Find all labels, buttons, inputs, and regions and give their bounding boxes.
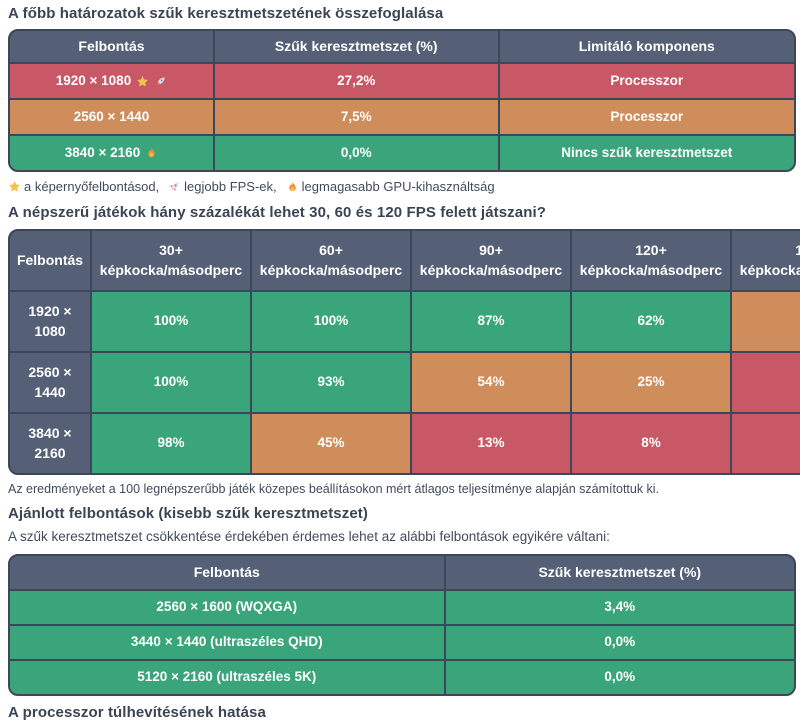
legend-item: legmagasabb GPU-kihasználtság bbox=[286, 179, 495, 194]
fps-corner-header: Felbontás bbox=[10, 230, 90, 290]
resolution-line2: 2160 bbox=[34, 444, 66, 461]
fps-unit: képkocka/másodperc bbox=[259, 261, 403, 278]
fps-value-cell: 87% bbox=[412, 291, 570, 351]
recommended-resolution-cell: 5120 × 2160 (ultraszéles 5K) bbox=[10, 660, 444, 694]
fps-unit: képkocka/másodperc bbox=[99, 261, 243, 278]
fps-row-resolution: 3840 × 2160 bbox=[10, 413, 90, 473]
recommended-section-title: Ajánlott felbontások (kisebb szűk keresz… bbox=[8, 504, 368, 522]
fps-value-cell: 45% bbox=[252, 413, 410, 473]
overheat-section-title: A processzor túlhevítésének hatása bbox=[8, 703, 266, 721]
legend: a képernyőfelbontásod, legjobb FPS-ek, leg… bbox=[8, 179, 800, 194]
fps-threshold: 144+ bbox=[795, 241, 800, 260]
fps-column-header: 90+ képkocka/másodperc bbox=[412, 230, 570, 290]
rocket-icon bbox=[168, 180, 181, 193]
fps-column-header: 120+ képkocka/másodperc bbox=[572, 230, 730, 290]
fps-unit: képkocka/másodperc bbox=[579, 261, 723, 278]
legend-item: legjobb FPS-ek, bbox=[168, 179, 277, 194]
resolution-line1: 2560 × bbox=[28, 363, 72, 380]
summary-bottleneck-cell: 27,2% bbox=[214, 64, 498, 99]
fps-value-cell: 25% bbox=[572, 352, 730, 412]
summary-resolution-cell: 2560 × 1440 bbox=[10, 100, 213, 135]
fps-value-cell: 62% bbox=[572, 291, 730, 351]
flame-icon bbox=[145, 146, 158, 160]
fps-value-cell: 54% bbox=[412, 352, 570, 412]
star-icon bbox=[8, 180, 21, 193]
fps-threshold: 90+ bbox=[479, 241, 503, 258]
fps-row-resolution: 1920 × 1080 bbox=[10, 291, 90, 351]
recommended-bottleneck-cell: 3,4% bbox=[445, 590, 794, 624]
resolution-line2: 1440 bbox=[34, 383, 66, 400]
summary-column-header: Szűk keresztmetszet (%) bbox=[214, 31, 498, 63]
summary-bottleneck-cell: 0,0% bbox=[214, 136, 498, 171]
fps-value-cell: 100% bbox=[92, 291, 250, 351]
fps-unit: képkocka/másodperc bbox=[419, 261, 563, 278]
fps-value-cell: 8% bbox=[572, 413, 730, 473]
recommended-bottleneck-cell: 0,0% bbox=[445, 625, 794, 659]
fps-threshold: 60+ bbox=[319, 241, 343, 258]
fps-value-cell bbox=[732, 352, 800, 412]
recommended-column-header: Felbontás bbox=[10, 555, 444, 589]
fps-table-wrapper: Felbontás 30+ képkocka/másodperc 60+ képkock… bbox=[8, 228, 800, 475]
fps-value-cell bbox=[732, 291, 800, 351]
fps-value-cell: 100% bbox=[252, 291, 410, 351]
fps-value-cell: 93% bbox=[252, 352, 410, 412]
fps-percentage-table: Felbontás 30+ képkocka/másodperc 60+ képkock… bbox=[8, 228, 800, 475]
legend-text: a képernyőfelbontásod, bbox=[24, 179, 160, 195]
recommended-column-header: Szűk keresztmetszet (%) bbox=[445, 555, 794, 589]
bottleneck-summary-table: Felbontás Szűk keresztmetszet (%) Limitáló… bbox=[8, 29, 796, 173]
summary-bottleneck-cell: 7,5% bbox=[214, 100, 498, 135]
fps-threshold: 30+ bbox=[159, 241, 183, 258]
summary-component-cell: Nincs szűk keresztmetszet bbox=[499, 136, 794, 171]
rocket-icon bbox=[154, 75, 167, 88]
recommended-bottleneck-cell: 0,0% bbox=[445, 660, 794, 694]
star-icon bbox=[136, 75, 149, 88]
summary-component-cell: Processzor bbox=[499, 100, 794, 135]
summary-section-title: A főbb határozatok szűk keresztmetszetén… bbox=[8, 5, 444, 22]
fps-section-title: A népszerű játékok hány százalékát lehet… bbox=[8, 204, 547, 222]
recommended-resolution-cell: 2560 × 1600 (WQXGA) bbox=[10, 590, 444, 624]
resolution-line2: 1080 bbox=[34, 322, 66, 339]
fps-value-cell bbox=[732, 413, 800, 473]
resolution-line1: 1920 × bbox=[28, 302, 72, 319]
fps-value-cell: 13% bbox=[412, 413, 570, 473]
legend-text: legmagasabb GPU-kihasználtság bbox=[301, 179, 495, 195]
legend-text: legjobb FPS-ek, bbox=[184, 179, 277, 195]
fps-table-note: Az eredményeket a 100 legnépszerűbb játé… bbox=[8, 481, 660, 496]
fps-unit: képkocka/másodperc bbox=[739, 261, 800, 278]
fps-column-header: 30+ képkocka/másodperc bbox=[92, 230, 250, 290]
flame-icon bbox=[286, 180, 299, 194]
fps-value-cell: 98% bbox=[92, 413, 250, 473]
summary-resolution-cell: 1920 × 1080 bbox=[10, 64, 213, 99]
summary-column-header: Limitáló komponens bbox=[499, 31, 794, 63]
summary-column-header: Felbontás bbox=[10, 31, 213, 63]
fps-row-resolution: 2560 × 1440 bbox=[10, 352, 90, 412]
fps-value-cell: 100% bbox=[92, 352, 250, 412]
recommended-resolutions-table: Felbontás Szűk keresztmetszet (%) 2560 × 1… bbox=[8, 553, 796, 696]
recommended-resolution-cell: 3440 × 1440 (ultraszéles QHD) bbox=[10, 625, 444, 659]
summary-component-cell: Processzor bbox=[499, 64, 794, 99]
resolution-line1: 3840 × bbox=[28, 424, 72, 441]
fps-threshold: 120+ bbox=[635, 241, 667, 258]
fps-column-header: 60+ képkocka/másodperc bbox=[252, 230, 410, 290]
summary-resolution-cell: 3840 × 2160 bbox=[10, 136, 213, 171]
legend-item: a képernyőfelbontásod, bbox=[8, 179, 159, 194]
fps-column-header: 144+képkocka/másodperc bbox=[732, 230, 800, 290]
recommended-section-description: A szűk keresztmetszet csökkentése érdeké… bbox=[8, 528, 610, 544]
